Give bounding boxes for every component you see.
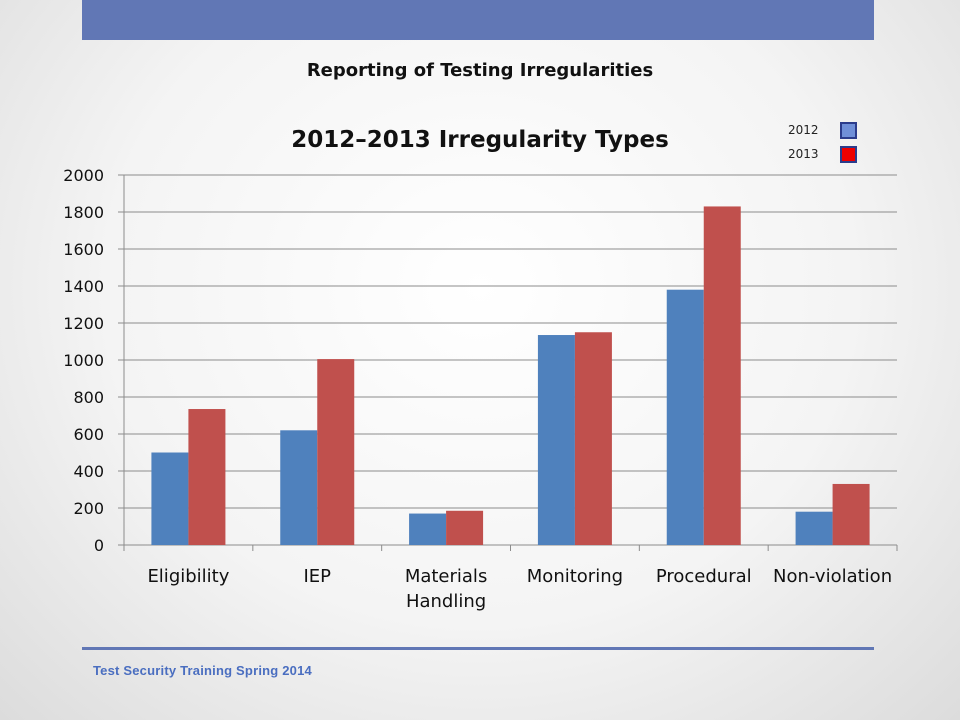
legend-label-2012: 2012 [788, 123, 819, 137]
bar-2013-2 [446, 510, 484, 545]
y-tick-label: 200 [73, 499, 104, 518]
bar-2013-5 [832, 483, 870, 545]
y-tick-label: 400 [73, 462, 104, 481]
bar-2013-3 [574, 332, 612, 545]
bar-2012-5 [795, 511, 833, 545]
y-tick-label: 800 [73, 388, 104, 407]
legend-item-2013: 2013 [788, 142, 857, 166]
legend-swatch-2013 [840, 145, 857, 163]
chart-container: 2012–2013 Irregularity Types 0 200 400 600 80… [0, 90, 960, 630]
bar-chart: 2012–2013 Irregularity Types 0 200 400 600 80… [63, 127, 898, 612]
bar-2012-0 [151, 452, 189, 545]
bar-2013-4 [703, 206, 741, 545]
legend-label-2013: 2013 [788, 147, 819, 161]
chart-legend: 2012 2013 [788, 118, 857, 166]
y-tick-label: 1200 [63, 314, 104, 333]
bar-2013-0 [188, 409, 226, 545]
legend-item-2012: 2012 [788, 118, 857, 142]
bar-2012-1 [280, 430, 318, 545]
y-tick-label: 1800 [63, 203, 104, 222]
header-bar [82, 0, 874, 40]
y-tick-label: 0 [94, 536, 104, 555]
bar-2012-4 [666, 289, 704, 545]
x-tick-label: IEP [303, 566, 331, 587]
y-tick-label: 600 [73, 425, 104, 444]
x-tick-label: Non-violation [773, 566, 892, 587]
x-tick-label: Procedural [656, 566, 752, 587]
bar-2012-2 [409, 513, 447, 545]
x-tick-label: Materials [405, 566, 488, 587]
x-tick-label: Handling [406, 591, 486, 612]
bar-2013-1 [317, 359, 355, 545]
y-tick-label: 1400 [63, 277, 104, 296]
y-tick-label: 1600 [63, 240, 104, 259]
slide-title: Reporting of Testing Irregularities [306, 60, 654, 81]
x-tick-label: Monitoring [527, 566, 623, 587]
x-tick-label: Eligibility [147, 566, 229, 587]
chart-title: 2012–2013 Irregularity Types [291, 127, 669, 153]
legend-swatch-2012 [840, 121, 857, 139]
y-tick-label: 1000 [63, 351, 104, 370]
footer-text: Test Security Training Spring 2014 [93, 663, 312, 678]
y-tick-label: 2000 [63, 166, 104, 185]
bar-2012-3 [537, 335, 575, 545]
footer-divider [82, 647, 874, 650]
